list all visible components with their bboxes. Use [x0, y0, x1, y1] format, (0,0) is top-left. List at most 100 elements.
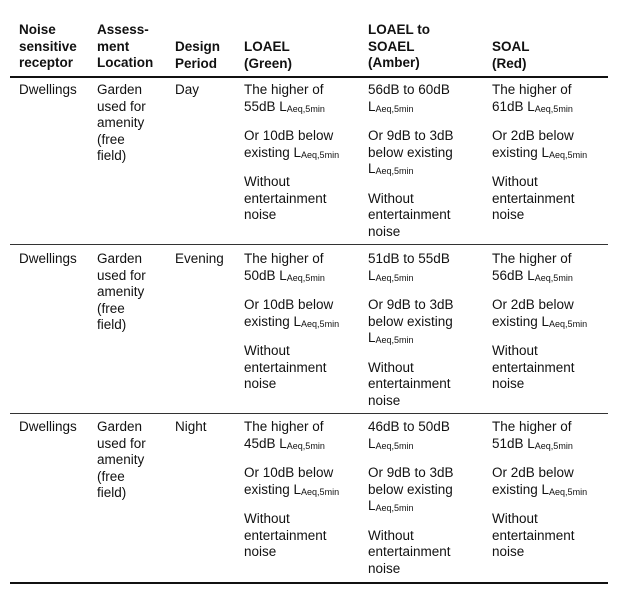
cell-text: Or 9dB to 3dB: [368, 465, 454, 480]
cell-text: field): [97, 485, 127, 500]
cell-text: Or 2dB below: [492, 465, 574, 480]
cell-text: used for: [97, 435, 146, 451]
cell-text: existing L: [244, 481, 302, 497]
cell-text: noise: [492, 544, 525, 559]
loael-cell: The higher of 45dB LAeq,5min Or 10dB bel…: [244, 419, 339, 561]
header-text: sensitive: [19, 38, 77, 54]
spacer: [244, 161, 339, 174]
cell-text: Without: [492, 511, 538, 526]
row-divider: [10, 413, 608, 414]
header-text: LOAEL to: [368, 22, 430, 37]
cell-text: 55dB LAeq,5min: [244, 99, 339, 116]
cell-text: L: [368, 267, 376, 283]
receptor-cell: Dwellings: [19, 419, 77, 434]
cell-text: existing LAeq,5min: [492, 145, 587, 162]
subscript: Aeq,5min: [375, 103, 414, 114]
cell-text: Garden: [97, 419, 143, 434]
subscript: Aeq,5min: [301, 318, 340, 329]
spacer: [492, 284, 587, 297]
cell-text: L: [368, 161, 376, 176]
subscript: Aeq,5min: [534, 103, 573, 114]
receptor-cell: Dwellings: [19, 251, 77, 266]
cell-text: existing LAeq,5min: [244, 145, 339, 162]
cell-text: existing LAeq,5min: [492, 314, 587, 331]
subscript: Aeq,5min: [301, 149, 340, 160]
table-row: Dwellings Garden used for amenity (free …: [10, 419, 608, 587]
cell-text: amenity: [97, 452, 145, 467]
soal-cell: The higher of 56dB LAeq,5min Or 2dB belo…: [492, 251, 587, 393]
subscript: Aeq,5min: [375, 440, 414, 451]
cell-text: Or 9dB to 3dB: [368, 128, 454, 143]
header-text: receptor: [19, 55, 74, 70]
subscript: Aeq,5min: [375, 166, 414, 176]
cell-text: Or 2dB below: [492, 297, 574, 312]
cell-text: The higher of: [244, 251, 324, 266]
cell-text: 55dB L: [244, 98, 287, 114]
spacer: [368, 178, 454, 191]
cell-text: The higher of: [244, 82, 324, 97]
subscript: Aeq,5min: [549, 318, 588, 329]
cell-text: Without: [244, 343, 290, 358]
spacer: [492, 161, 587, 174]
spacer: [492, 452, 587, 465]
header-text: SOAEL: [368, 38, 415, 54]
spacer: [244, 452, 339, 465]
cell-text: The higher of: [492, 251, 572, 266]
spacer: [492, 330, 587, 343]
cell-text: existing LAeq,5min: [492, 482, 587, 499]
spacer: [244, 115, 339, 128]
cell-text: 45dB LAeq,5min: [244, 436, 339, 453]
cell-text: amenity: [97, 115, 145, 130]
cell-text: LAeq,5min: [368, 498, 454, 515]
subscript: Aeq,5min: [549, 486, 588, 497]
cell-text: Or 10dB below: [244, 297, 334, 312]
cell-text: existing L: [244, 144, 302, 160]
subscript: Aeq,5min: [301, 486, 340, 497]
cell-text: Without: [244, 174, 290, 189]
header-soal: SOAL (Red): [492, 39, 530, 72]
cell-text: 51dB LAeq,5min: [492, 436, 587, 453]
header-text: ment: [97, 38, 130, 54]
soal-cell: The higher of 51dB LAeq,5min Or 2dB belo…: [492, 419, 587, 561]
header-text: (Amber): [368, 55, 420, 70]
table-row: Dwellings Garden used for amenity (free …: [10, 82, 608, 250]
cell-text: entertainment: [492, 190, 575, 206]
cell-text: L: [368, 498, 376, 513]
spacer: [244, 330, 339, 343]
spacer: [368, 515, 454, 528]
cell-text: Without: [244, 511, 290, 526]
header-period: Design Period: [175, 39, 220, 72]
cell-text: noise: [368, 392, 401, 408]
cell-text: noise: [244, 376, 277, 391]
cell-text: LAeq,5min: [368, 99, 454, 116]
cell-text: entertainment: [492, 359, 575, 375]
cell-text: Or 2dB below: [492, 128, 574, 143]
header-text: Assess-: [97, 22, 149, 37]
amber-cell: 46dB to 50dB LAeq,5min Or 9dB to 3dB bel…: [368, 419, 454, 577]
cell-text: 56dB LAeq,5min: [492, 268, 587, 285]
cell-text: field): [97, 148, 127, 163]
location-cell: Garden used for amenity (free field): [97, 251, 146, 334]
table-row: Dwellings Garden used for amenity (free …: [10, 251, 608, 419]
cell-text: entertainment: [244, 527, 327, 543]
cell-text: noise: [244, 207, 277, 222]
header-text: Noise: [19, 22, 56, 37]
period-cell: Evening: [175, 251, 224, 266]
header-text: SOAL: [492, 39, 530, 54]
header-text: Location: [97, 55, 154, 70]
cell-text: 46dB to 50dB: [368, 419, 450, 434]
cell-text: LAeq,5min: [368, 436, 454, 453]
cell-text: noise: [368, 560, 401, 576]
cell-text: 51dB to 55dB: [368, 251, 450, 266]
cell-text: entertainment: [368, 207, 451, 222]
soal-cell: The higher of 61dB LAeq,5min Or 2dB belo…: [492, 82, 587, 224]
header-loael-to-soael: LOAEL to SOAEL (Amber): [368, 22, 430, 72]
cell-text: below existing: [368, 481, 453, 497]
cell-text: amenity: [97, 284, 145, 299]
cell-text: LAeq,5min: [368, 161, 454, 178]
table-header: Noise sensitive receptor Assess- ment Lo…: [10, 0, 608, 84]
cell-text: existing L: [492, 144, 550, 160]
spacer: [368, 115, 454, 128]
cell-text: Without: [368, 527, 414, 543]
cell-text: 51dB L: [492, 435, 535, 451]
